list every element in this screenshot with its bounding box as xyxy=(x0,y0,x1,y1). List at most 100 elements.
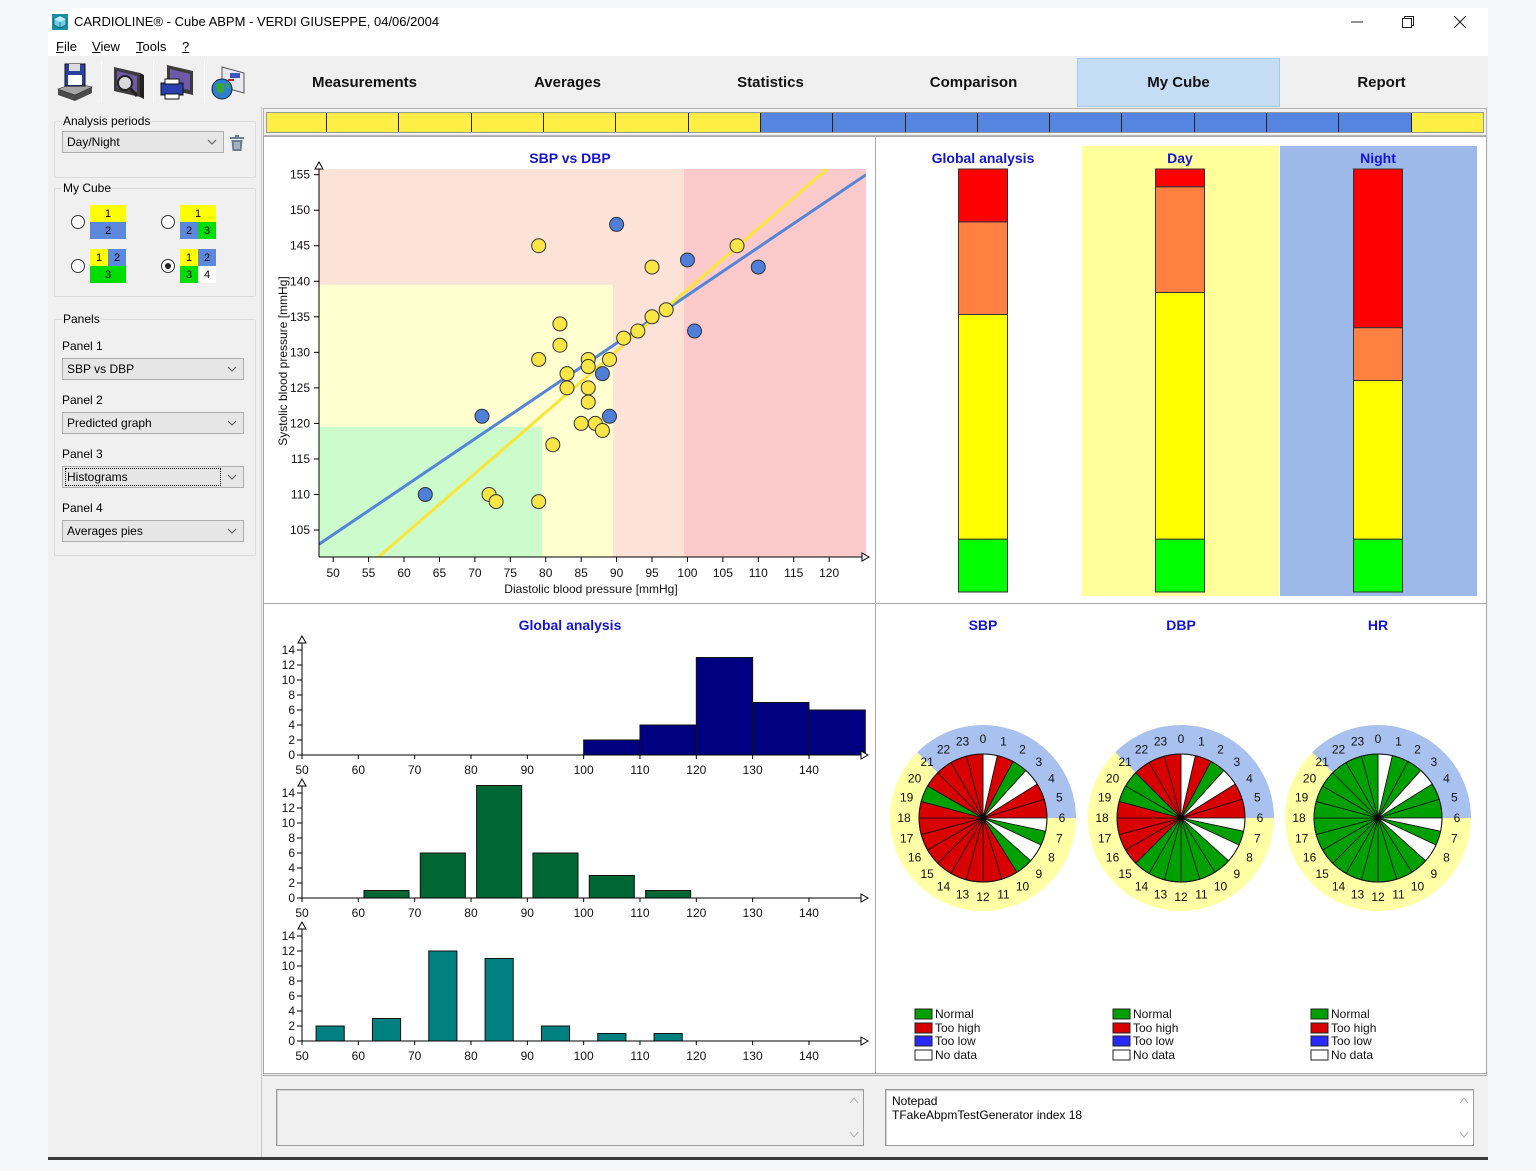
data-point-day[interactable] xyxy=(545,437,561,453)
bar-segment-yellow[interactable] xyxy=(1155,292,1205,540)
tab-comparison[interactable]: Comparison xyxy=(872,58,1075,107)
tab-averages[interactable]: Averages xyxy=(466,58,669,107)
print-button[interactable] xyxy=(157,61,199,103)
bar-segment-orange[interactable] xyxy=(1353,327,1403,381)
export-web-button[interactable] xyxy=(208,61,250,103)
tab-statistics[interactable]: Statistics xyxy=(669,58,872,107)
timeline-segment[interactable] xyxy=(1193,113,1267,132)
timeline-segment[interactable] xyxy=(976,113,1050,132)
histogram-bar[interactable] xyxy=(808,709,866,756)
tab-report[interactable]: Report xyxy=(1280,58,1483,107)
panel-3-select[interactable]: Histograms xyxy=(62,466,244,488)
data-point-night[interactable] xyxy=(474,408,490,424)
data-point-day[interactable] xyxy=(488,494,504,510)
panel-4-select[interactable]: Averages pies xyxy=(62,520,244,542)
notepad-textbox[interactable]: Notepad TFakeAbpmTestGenerator index 18 xyxy=(885,1089,1474,1146)
data-point-day[interactable] xyxy=(630,323,646,339)
timeline-segment[interactable] xyxy=(904,113,977,132)
scroll-down-icon[interactable] xyxy=(849,1131,859,1139)
data-point-day[interactable] xyxy=(580,394,596,410)
data-point-night[interactable] xyxy=(679,252,695,268)
timeline-segment[interactable] xyxy=(267,113,327,132)
histogram-bar[interactable] xyxy=(371,1018,402,1042)
data-point-night[interactable] xyxy=(687,323,703,339)
histogram-bar[interactable] xyxy=(476,785,523,899)
bar-segment-red[interactable] xyxy=(1353,168,1403,329)
timeline-segment[interactable] xyxy=(398,113,471,132)
cube-option-1-diagram[interactable]: 1 2 xyxy=(90,205,126,239)
data-point-day[interactable] xyxy=(616,330,632,346)
histogram-bar[interactable] xyxy=(653,1033,683,1042)
data-point-day[interactable] xyxy=(644,259,660,275)
histogram-bar[interactable] xyxy=(639,724,697,756)
histogram-bar[interactable] xyxy=(419,852,466,899)
print-preview-button[interactable] xyxy=(106,61,148,103)
data-point-day[interactable] xyxy=(552,337,568,353)
data-point-day[interactable] xyxy=(531,238,547,254)
bar-segment-yellow[interactable] xyxy=(1353,380,1403,540)
histogram-bar[interactable] xyxy=(583,739,641,756)
tab-my-cube[interactable]: My Cube xyxy=(1077,58,1280,107)
menu-tools[interactable]: Tools xyxy=(136,39,166,54)
histogram-bar[interactable] xyxy=(540,1025,571,1042)
minimize-button[interactable] xyxy=(1342,11,1372,33)
timeline-segment[interactable] xyxy=(1410,113,1483,132)
scroll-up-icon[interactable] xyxy=(1459,1096,1469,1104)
histogram-bar[interactable] xyxy=(752,702,810,756)
data-point-day[interactable] xyxy=(531,494,547,510)
timeline-segment[interactable] xyxy=(687,113,760,132)
data-point-night[interactable] xyxy=(750,259,766,275)
day-night-timeline[interactable] xyxy=(266,112,1484,133)
bar-segment-red[interactable] xyxy=(1155,168,1205,188)
timeline-segment[interactable] xyxy=(615,113,688,132)
scroll-down-icon[interactable] xyxy=(1459,1131,1469,1139)
panel-1-select[interactable]: SBP vs DBP xyxy=(62,358,244,380)
restore-button[interactable] xyxy=(1393,11,1423,33)
cube-option-3-diagram[interactable]: 1 2 3 xyxy=(90,249,126,283)
data-point-day[interactable] xyxy=(580,359,596,375)
data-point-night[interactable] xyxy=(417,486,433,502)
bar-segment-green[interactable] xyxy=(1353,538,1403,593)
timeline-segment[interactable] xyxy=(759,113,833,132)
cube-option-1-radio[interactable] xyxy=(71,215,85,229)
cube-option-2-diagram[interactable]: 1 2 3 xyxy=(180,205,216,239)
save-button[interactable] xyxy=(54,61,96,103)
scroll-up-icon[interactable] xyxy=(849,1096,859,1104)
timeline-segment[interactable] xyxy=(543,113,616,132)
histogram-bar[interactable] xyxy=(695,657,754,756)
data-point-day[interactable] xyxy=(552,316,568,332)
data-point-night[interactable] xyxy=(609,216,625,232)
data-point-day[interactable] xyxy=(580,380,596,396)
panel-2-select[interactable]: Predicted graph xyxy=(62,412,244,434)
data-point-day[interactable] xyxy=(573,415,589,431)
data-point-day[interactable] xyxy=(729,238,745,254)
histogram-bar[interactable] xyxy=(363,890,410,899)
menu-view[interactable]: View xyxy=(92,39,120,54)
timeline-segment[interactable] xyxy=(1338,113,1411,132)
data-point-day[interactable] xyxy=(602,351,618,367)
cube-option-2-radio[interactable] xyxy=(161,215,175,229)
timeline-segment[interactable] xyxy=(470,113,544,132)
data-point-day[interactable] xyxy=(559,380,575,396)
bar-segment-yellow[interactable] xyxy=(958,314,1008,540)
timeline-segment[interactable] xyxy=(1266,113,1339,132)
timeline-segment[interactable] xyxy=(1121,113,1194,132)
histogram-bar[interactable] xyxy=(532,852,579,899)
data-point-night[interactable] xyxy=(602,408,618,424)
timeline-segment[interactable] xyxy=(832,113,905,132)
close-button[interactable] xyxy=(1445,11,1475,33)
bar-segment-red[interactable] xyxy=(958,168,1008,223)
trash-icon[interactable] xyxy=(230,135,244,151)
histogram-bar[interactable] xyxy=(315,1025,345,1042)
bar-segment-green[interactable] xyxy=(1155,538,1205,593)
histogram-bar[interactable] xyxy=(428,950,458,1042)
comments-textbox[interactable] xyxy=(276,1089,864,1146)
timeline-segment[interactable] xyxy=(1049,113,1122,132)
cube-option-4-radio[interactable] xyxy=(161,259,175,273)
bar-segment-green[interactable] xyxy=(958,538,1008,593)
menu-file[interactable]: File xyxy=(56,39,77,54)
bar-segment-orange[interactable] xyxy=(958,221,1008,316)
cube-option-3-radio[interactable] xyxy=(71,259,85,273)
histogram-bar[interactable] xyxy=(645,890,692,899)
data-point-day[interactable] xyxy=(644,309,660,325)
